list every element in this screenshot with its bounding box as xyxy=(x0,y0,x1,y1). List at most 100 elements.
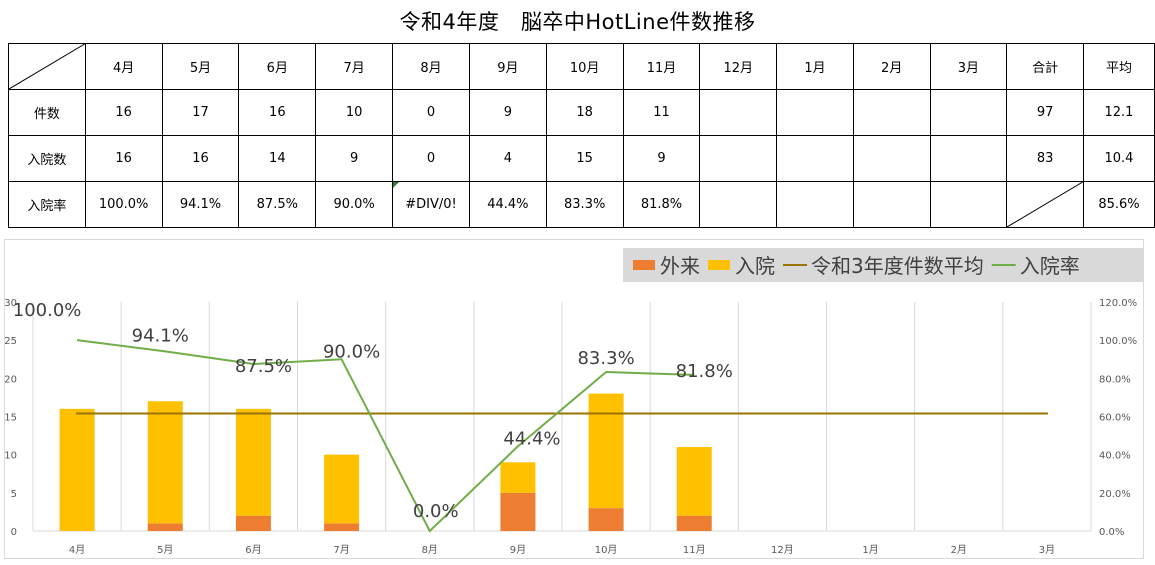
error-indicator xyxy=(393,182,400,188)
left-axis-tick-label: 10 xyxy=(5,451,17,462)
left-axis-tick-label: 5 xyxy=(11,489,17,500)
month-header: 7月 xyxy=(315,43,394,90)
table-cell: 15 xyxy=(545,135,624,182)
data-label: 90.0% xyxy=(323,341,380,362)
table-row: 入院数 16 16 14 9 0 4 15 9 83 10.4 xyxy=(8,135,1155,182)
bar-外来 xyxy=(324,523,360,531)
left-axis-tick-label: 15 xyxy=(5,413,17,424)
left-axis-tick-label: 20 xyxy=(5,374,17,385)
total-header: 合計 xyxy=(1006,43,1084,90)
table-cell xyxy=(852,181,931,228)
right-axis-tick-label: 80.0% xyxy=(1099,374,1131,385)
table-cell: 4 xyxy=(468,135,547,182)
month-header: 9月 xyxy=(468,43,547,90)
legend-swatch xyxy=(633,260,655,270)
x-axis-tick-label: 5月 xyxy=(157,544,173,556)
table-cell: 9 xyxy=(315,135,394,182)
bar-入院 xyxy=(59,408,95,531)
bar-外来 xyxy=(235,515,271,531)
month-header: 6月 xyxy=(238,43,317,90)
data-label: 44.4% xyxy=(503,428,560,449)
table-cell: 0 xyxy=(392,89,470,136)
left-axis-tick-label: 0 xyxy=(11,527,17,538)
month-header: 2月 xyxy=(852,43,931,90)
right-axis-tick-label: 0.0% xyxy=(1099,527,1124,538)
table-cell xyxy=(929,89,1008,136)
month-header: 5月 xyxy=(161,43,240,90)
combo-chart: 0 5 10 15 20 25 30 0.0% 20.0% 40.0% 60.0% 80.0% 100.… xyxy=(5,248,1143,556)
table-cell: 9 xyxy=(468,89,547,136)
right-axis-tick-label: 60.0% xyxy=(1099,413,1131,424)
table-cell: 10 xyxy=(315,89,394,136)
data-label: 87.5% xyxy=(235,356,292,377)
table-cell: 81.8% xyxy=(622,181,701,228)
month-header: 10月 xyxy=(545,43,624,90)
data-label: 100.0% xyxy=(13,300,82,321)
table-cell: 94.1% xyxy=(161,181,240,228)
data-label: 0.0% xyxy=(413,501,459,522)
total-cell: 83 xyxy=(1006,135,1084,182)
month-header: 11月 xyxy=(622,43,701,90)
bar-外来 xyxy=(147,523,183,531)
x-axis-tick-label: 1月 xyxy=(862,544,878,556)
table-cell: 44.4% xyxy=(468,181,547,228)
table-cell: 16 xyxy=(84,135,163,182)
left-axis-tick-label: 25 xyxy=(5,336,17,347)
table-cell: 14 xyxy=(238,135,317,182)
row-label: 入院数 xyxy=(8,135,86,182)
month-header: 3月 xyxy=(929,43,1008,90)
table-cell: 9 xyxy=(622,135,701,182)
table-cell xyxy=(929,135,1008,182)
bar-入院 xyxy=(588,393,624,509)
table-cell: 87.5% xyxy=(238,181,317,228)
table-cell: 16 xyxy=(238,89,317,136)
bar-入院 xyxy=(147,401,183,524)
row-label: 件数 xyxy=(8,89,86,136)
table-cell: 17 xyxy=(161,89,240,136)
average-header: 平均 xyxy=(1082,43,1155,90)
x-axis-tick-label: 8月 xyxy=(422,544,438,556)
bar-外来 xyxy=(588,508,624,531)
bar-外来 xyxy=(500,492,536,531)
data-label: 94.1% xyxy=(132,325,189,346)
legend-swatch xyxy=(708,260,730,270)
bar-入院 xyxy=(676,447,712,516)
bar-入院 xyxy=(500,462,536,493)
table-cell: 18 xyxy=(545,89,624,136)
average-cell: 12.1 xyxy=(1082,89,1155,136)
right-axis-tick-label: 40.0% xyxy=(1099,451,1131,462)
legend-label: 入院率 xyxy=(1020,254,1080,278)
month-header: 12月 xyxy=(699,43,778,90)
table-cell xyxy=(776,181,854,228)
chart-area: 0 5 10 15 20 25 30 0.0% 20.0% 40.0% 60.0% 80.0% 100.… xyxy=(4,239,1144,559)
right-axis-tick-label: 20.0% xyxy=(1099,489,1131,500)
stats-table: 4月 5月 6月 7月 8月 9月 10月 11月 12月 1月 2月 3月 合計 平均 件数 16 17 16 1… xyxy=(8,43,1155,228)
line-入院率 xyxy=(76,339,695,533)
table-cell: 0 xyxy=(392,135,470,182)
table-cell xyxy=(699,181,778,228)
right-axis-tick-label: 120.0% xyxy=(1099,298,1137,309)
x-axis-tick-label: 3月 xyxy=(1039,544,1055,556)
table-cell: 100.0% xyxy=(84,181,163,228)
table-cell: #DIV/0! xyxy=(392,181,470,228)
x-axis-tick-label: 12月 xyxy=(771,544,794,556)
table-row: 件数 16 17 16 10 0 9 18 11 97 12.1 xyxy=(8,89,1155,136)
month-header: 8月 xyxy=(392,43,470,90)
x-axis-tick-label: 7月 xyxy=(333,544,349,556)
average-cell: 85.6% xyxy=(1082,181,1155,228)
legend-label: 入院 xyxy=(735,254,775,278)
data-label: 81.8% xyxy=(676,361,733,382)
x-axis-tick-label: 10月 xyxy=(595,544,618,556)
x-axis-tick-label: 6月 xyxy=(245,544,261,556)
bar-外来 xyxy=(676,515,712,531)
x-axis-tick-label: 2月 xyxy=(951,544,967,556)
legend-label: 令和3年度件数平均 xyxy=(811,254,984,278)
table-header-row: 4月 5月 6月 7月 8月 9月 10月 11月 12月 1月 2月 3月 合計 平均 xyxy=(8,43,1155,90)
x-axis-tick-label: 4月 xyxy=(69,544,85,556)
average-cell: 10.4 xyxy=(1082,135,1155,182)
table-cell xyxy=(852,135,931,182)
table-cell xyxy=(929,181,1008,228)
total-empty-cell xyxy=(1006,181,1084,228)
table-cell: 16 xyxy=(161,135,240,182)
month-header: 1月 xyxy=(776,43,854,90)
